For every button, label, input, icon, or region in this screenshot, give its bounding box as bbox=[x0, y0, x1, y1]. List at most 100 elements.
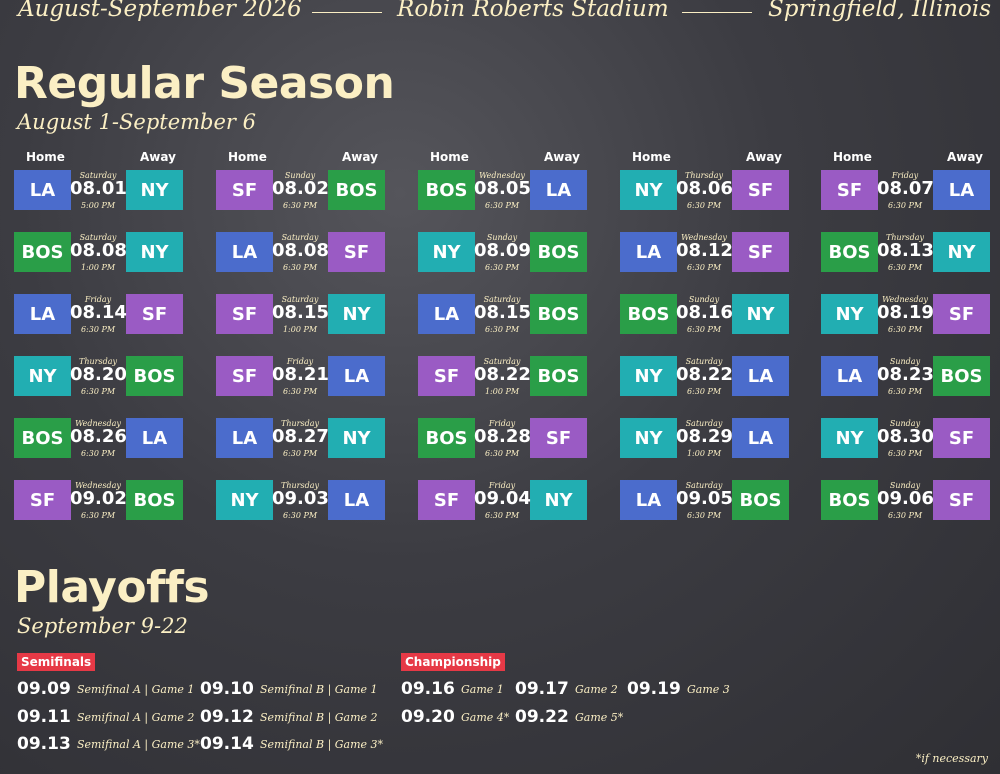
game-time: 6:30 PM bbox=[484, 325, 520, 334]
playoff-date: 09.20 bbox=[401, 706, 455, 727]
away-team: SF bbox=[732, 232, 789, 272]
away-team: BOS bbox=[328, 170, 385, 210]
home-team: NY bbox=[14, 356, 71, 396]
game-day: Saturday bbox=[685, 481, 723, 490]
round-label: Semifinals bbox=[17, 653, 96, 671]
game-time: 6:30 PM bbox=[80, 449, 116, 458]
home-team: NY bbox=[216, 480, 273, 520]
home-team: NY bbox=[620, 418, 677, 458]
game-day: Friday bbox=[891, 171, 919, 180]
game-day: Saturday bbox=[281, 233, 319, 242]
playoff-game: Semifinal B | Game 3* bbox=[260, 738, 384, 751]
game-day: Wednesday bbox=[681, 233, 727, 242]
game-time: 6:30 PM bbox=[686, 201, 722, 210]
game-day: Friday bbox=[488, 481, 516, 490]
game-day: Sunday bbox=[889, 481, 921, 490]
game-date: 08.16 bbox=[676, 302, 733, 323]
game-day: Thursday bbox=[685, 171, 723, 180]
game-day: Saturday bbox=[685, 419, 723, 428]
game-date: 09.04 bbox=[474, 488, 531, 509]
game-day: Wednesday bbox=[882, 295, 928, 304]
away-team: LA bbox=[732, 418, 789, 458]
game-date: 08.09 bbox=[474, 240, 531, 261]
game-date: 08.08 bbox=[272, 240, 329, 261]
away-team: LA bbox=[933, 170, 990, 210]
game-time: 6:30 PM bbox=[80, 387, 116, 396]
away-team: NY bbox=[328, 294, 385, 334]
game-day: Wednesday bbox=[75, 419, 121, 428]
game-date: 08.14 bbox=[70, 302, 127, 323]
header-venue: Robin Roberts Stadium bbox=[397, 0, 669, 22]
game-day: Sunday bbox=[889, 357, 921, 366]
game-date: 08.12 bbox=[676, 240, 733, 261]
game-time: 1:00 PM bbox=[484, 387, 520, 396]
game-time: 6:30 PM bbox=[887, 449, 923, 458]
game-date: 08.19 bbox=[877, 302, 934, 323]
game-day: Sunday bbox=[889, 419, 921, 428]
column-header: Away bbox=[544, 150, 580, 164]
playoff-game: Game 3 bbox=[687, 683, 730, 696]
game-date: 08.22 bbox=[474, 364, 531, 385]
playoff-game: Game 1 bbox=[461, 683, 504, 696]
home-team: SF bbox=[216, 170, 273, 210]
game-date: 08.20 bbox=[70, 364, 127, 385]
playoff-game: Semifinal B | Game 2 bbox=[260, 710, 378, 724]
home-team: NY bbox=[821, 418, 878, 458]
game-time: 6:30 PM bbox=[686, 511, 722, 520]
playoff-game: Semifinal A | Game 2 bbox=[77, 710, 195, 724]
playoff-date: 09.11 bbox=[17, 706, 71, 727]
footnote: *if necessary bbox=[915, 752, 988, 765]
game-time: 6:30 PM bbox=[484, 201, 520, 210]
game-date: 08.23 bbox=[877, 364, 934, 385]
game-time: 6:30 PM bbox=[887, 387, 923, 396]
game-time: 6:30 PM bbox=[887, 511, 923, 520]
game-day: Saturday bbox=[685, 357, 723, 366]
playoff-date: 09.22 bbox=[515, 706, 569, 727]
playoff-game: Semifinal A | Game 3* bbox=[77, 738, 200, 751]
game-day: Thursday bbox=[886, 233, 924, 242]
away-team: BOS bbox=[126, 356, 183, 396]
game-day: Sunday bbox=[284, 171, 316, 180]
game-time: 1:00 PM bbox=[686, 449, 722, 458]
column-header: Home bbox=[430, 150, 469, 164]
away-team: BOS bbox=[530, 294, 587, 334]
game-date: 08.27 bbox=[272, 426, 329, 447]
header-dates: August-September 2026 bbox=[18, 0, 302, 22]
home-team: BOS bbox=[418, 418, 475, 458]
game-day: Friday bbox=[84, 295, 112, 304]
away-team: NY bbox=[530, 480, 587, 520]
game-date: 08.30 bbox=[877, 426, 934, 447]
game-day: Sunday bbox=[688, 295, 720, 304]
game-time: 6:30 PM bbox=[282, 449, 318, 458]
home-team: LA bbox=[216, 232, 273, 272]
game-date: 08.29 bbox=[676, 426, 733, 447]
away-team: NY bbox=[126, 170, 183, 210]
away-team: LA bbox=[732, 356, 789, 396]
playoff-date: 09.13 bbox=[17, 734, 71, 754]
game-day: Friday bbox=[488, 419, 516, 428]
game-time: 6:30 PM bbox=[887, 325, 923, 334]
home-team: LA bbox=[620, 480, 677, 520]
playoff-date: 09.19 bbox=[627, 679, 681, 699]
home-team: SF bbox=[418, 356, 475, 396]
playoff-date: 09.10 bbox=[200, 679, 254, 699]
home-team: SF bbox=[216, 294, 273, 334]
game-date: 08.06 bbox=[676, 178, 733, 199]
header-city: Springfield, Illinois bbox=[768, 0, 991, 22]
column-header: Home bbox=[228, 150, 267, 164]
column-header: Home bbox=[632, 150, 671, 164]
game-date: 09.03 bbox=[272, 488, 329, 509]
home-team: LA bbox=[821, 356, 878, 396]
away-team: LA bbox=[328, 356, 385, 396]
game-day: Thursday bbox=[281, 419, 319, 428]
game-time: 6:30 PM bbox=[686, 325, 722, 334]
away-team: BOS bbox=[933, 356, 990, 396]
column-header: Home bbox=[26, 150, 65, 164]
game-date: 08.05 bbox=[474, 178, 531, 199]
game-date: 08.22 bbox=[676, 364, 733, 385]
game-date: 08.07 bbox=[877, 178, 934, 199]
section-title: Regular Season bbox=[14, 58, 395, 109]
game-time: 6:30 PM bbox=[484, 511, 520, 520]
column-header: Away bbox=[746, 150, 782, 164]
